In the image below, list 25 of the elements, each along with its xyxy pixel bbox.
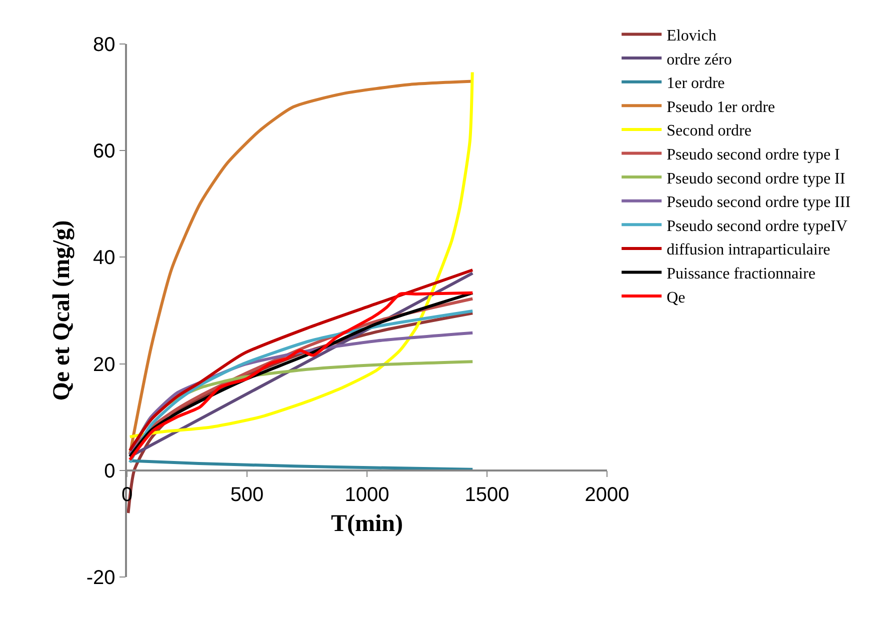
y-tick-label: -20 — [86, 567, 116, 589]
x-tick-label: 1500 — [464, 484, 510, 506]
y-tick-label: 20 — [93, 354, 116, 376]
x-tick-label: 1000 — [344, 484, 390, 506]
x-tick-label: 500 — [230, 484, 264, 506]
legend-label: Puissance fractionnaire — [666, 265, 816, 282]
y-tick-label: 40 — [93, 247, 116, 270]
x-tick-label: 2000 — [584, 484, 630, 506]
legend-label: ordre zéro — [666, 51, 732, 68]
legend-label: Elovich — [666, 27, 716, 44]
y-tick-label: 0 — [104, 460, 116, 482]
legend-label: Pseudo 1er ordre — [666, 98, 776, 116]
legend-label: Pseudo second ordre type III — [666, 194, 851, 212]
legend-label: Pseudo second ordre type I — [666, 146, 840, 164]
x-axis-title: T(min) — [331, 510, 403, 537]
x-tick-label: 0 — [121, 484, 133, 506]
legend-label: Pseudo second ordre typeIV — [666, 218, 848, 235]
y-tick-label: 60 — [93, 140, 116, 163]
y-axis-title: Qe et Qcal (mg/g) — [48, 220, 75, 401]
legend-label: diffusion intraparticulaire — [666, 242, 830, 259]
legend-label: Second ordre — [666, 122, 752, 140]
legend-label: Qe — [666, 289, 686, 306]
legend-label: 1er ordre — [666, 75, 725, 92]
y-tick-label: 80 — [93, 34, 116, 56]
legend-label: Pseudo second ordre type II — [666, 170, 846, 188]
